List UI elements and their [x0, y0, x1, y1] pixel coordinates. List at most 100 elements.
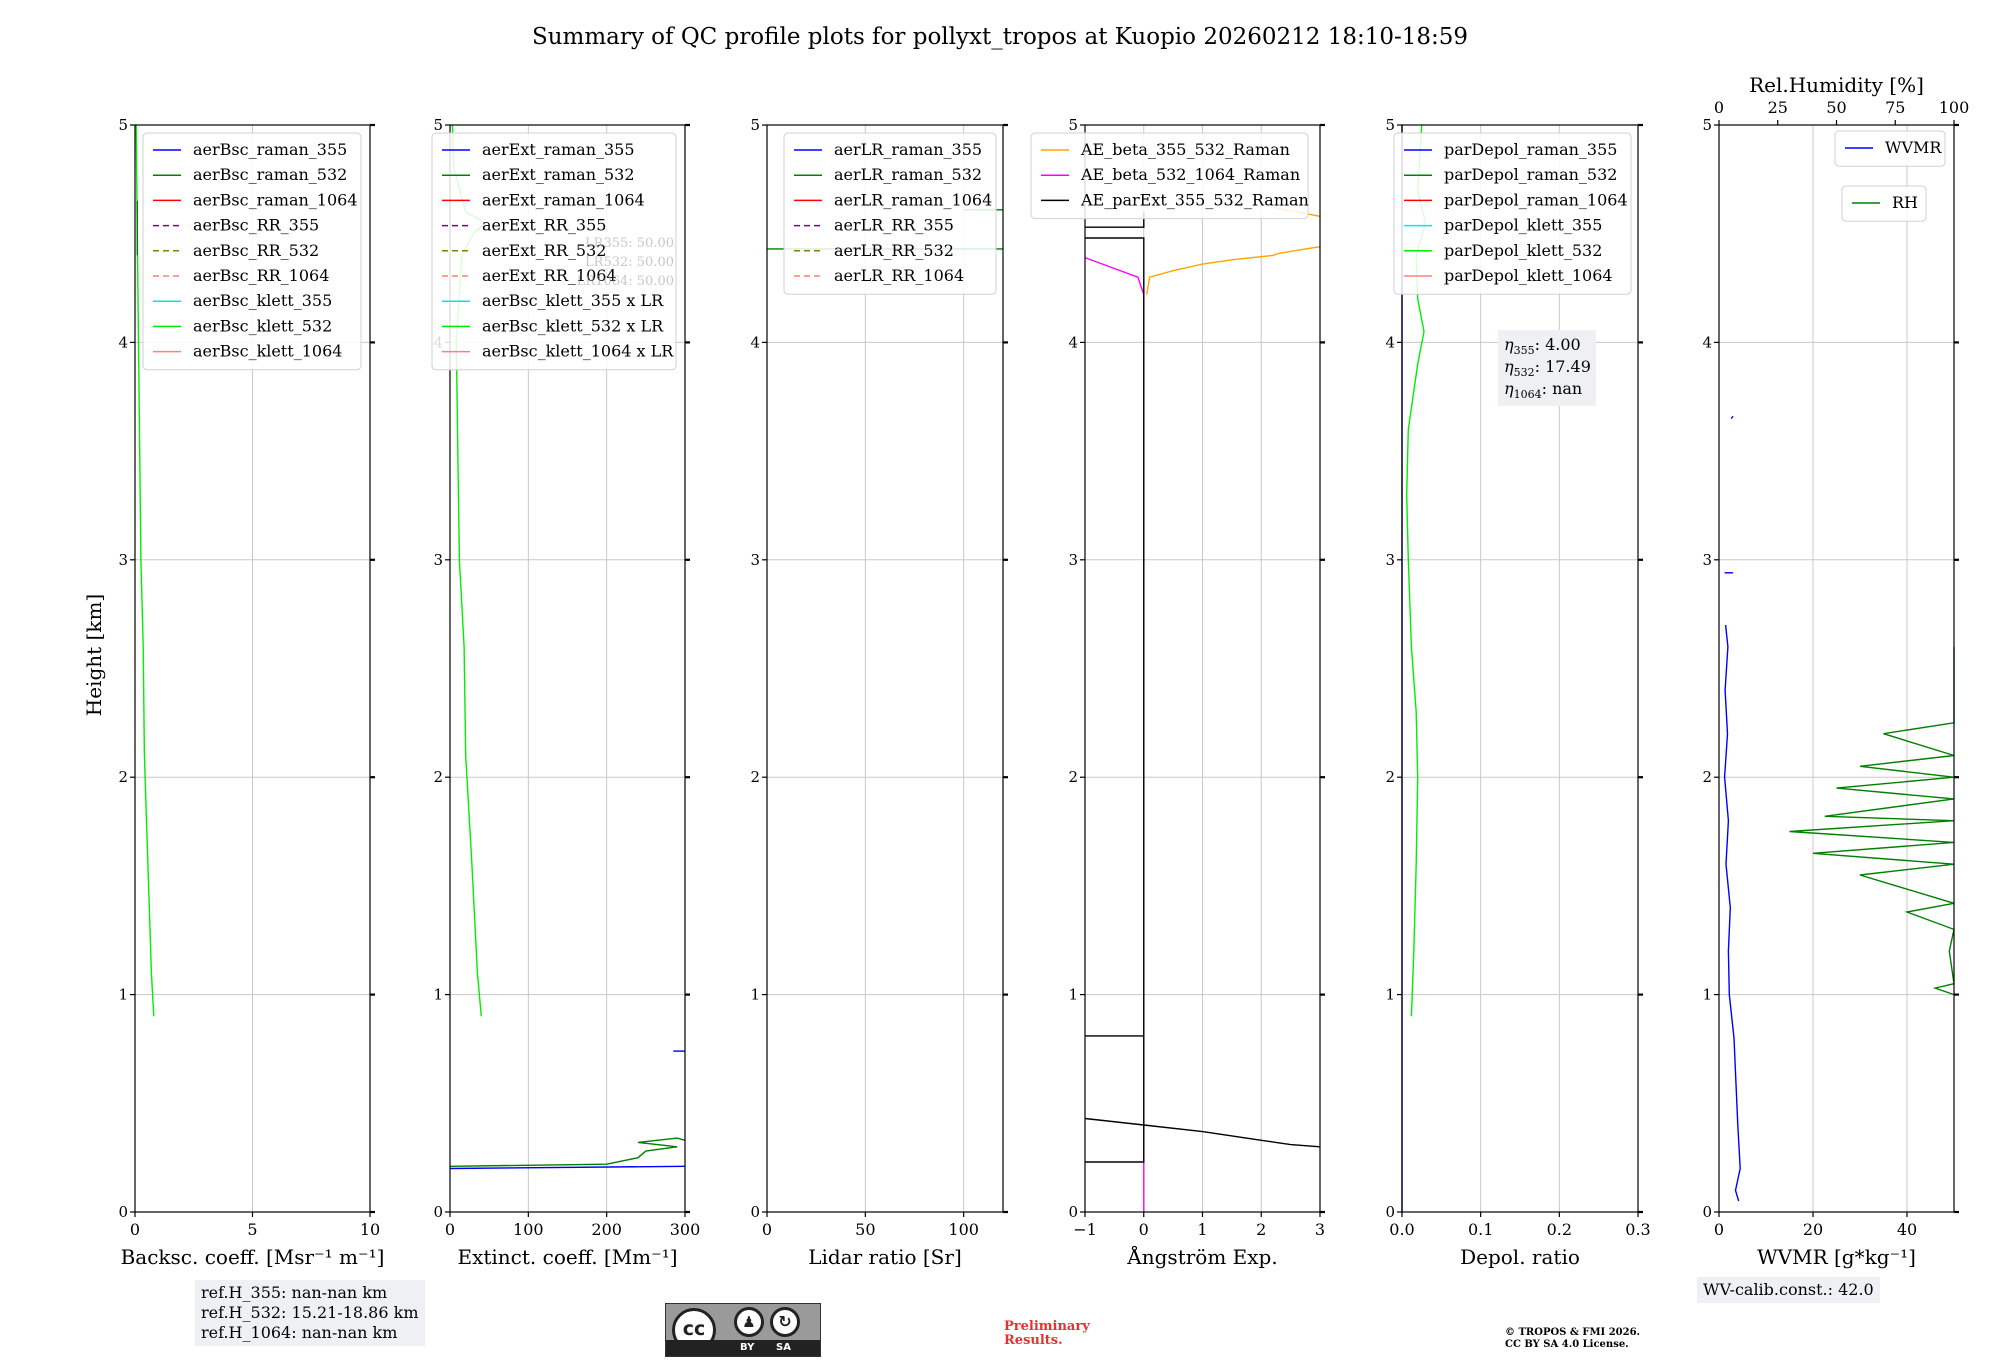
legend-ext-label: aerExt_raman_1064 — [482, 190, 645, 209]
x-tick-label: 0.3 — [1625, 1220, 1650, 1239]
legend-ext-label: aerBsc_klett_1064 x LR — [482, 342, 674, 361]
x-tick-label: 0.2 — [1547, 1220, 1572, 1239]
legend-bsc-frame — [142, 132, 362, 371]
y-tick-label: 1 — [1385, 986, 1395, 1004]
eta-line: η1064: nan — [1504, 379, 1582, 401]
legend-lr-label: aerLR_raman_532 — [834, 165, 982, 184]
copyright-line-1: © TROPOS & FMI 2026. — [1505, 1327, 1641, 1338]
y-tick-label: 1 — [433, 986, 443, 1004]
legend-bsc-label: aerBsc_raman_532 — [193, 165, 347, 184]
y-tick-label: 0 — [750, 1203, 760, 1221]
legend-ext-frame — [431, 132, 677, 371]
y-tick-label: 1 — [1702, 986, 1712, 1004]
license-by-label: BY — [740, 1342, 755, 1353]
legend-depol: parDepol_raman_355 parDepol_raman_532 parD… — [1393, 132, 1632, 295]
x-axis-label: Ångström Exp. — [1126, 1244, 1277, 1269]
y-tick-label: 5 — [750, 116, 760, 134]
x-tick-label: 0 — [1139, 1220, 1149, 1239]
y-axis-label: Height [km] — [82, 594, 106, 716]
x-tick-label: 100 — [948, 1220, 979, 1239]
y-tick-label: 3 — [433, 551, 443, 569]
figure-title: Summary of QC profile plots for pollyxt_… — [532, 24, 1468, 50]
x-tick-label: 0 — [130, 1220, 140, 1239]
legend-depol-label: parDepol_klett_1064 — [1444, 266, 1613, 285]
copyright-line-2: CC BY SA 4.0 License. — [1505, 1339, 1629, 1350]
series-aerBsc_klett_532 — [135, 124, 155, 1017]
eta-box — [1498, 330, 1596, 406]
y-tick-label: 3 — [1385, 551, 1395, 569]
lidar-ratio-annotation: LR355: 50.00 — [585, 236, 674, 251]
y-tick-label: 0 — [1385, 1203, 1395, 1221]
legend-ext-label: aerExt_raman_355 — [482, 140, 635, 159]
wv-calibration-box: WV-calib.const.: 42.0 — [1697, 1277, 1880, 1303]
x-tick-label: 0 — [762, 1220, 772, 1239]
x-axis-label: Extinct. coeff. [Mm⁻¹] — [457, 1245, 677, 1269]
y-tick-label: 3 — [1068, 551, 1078, 569]
y-tick-label: 1 — [118, 986, 128, 1004]
legend-depol-label: parDepol_raman_532 — [1444, 165, 1617, 184]
y-tick-label: 5 — [1068, 116, 1078, 134]
attribution-person-icon: ♟ — [734, 1307, 764, 1337]
legend-ext-label: aerExt_raman_532 — [482, 165, 635, 184]
y-tick-label: 2 — [118, 768, 128, 786]
legend-bsc-label: aerBsc_RR_532 — [193, 241, 319, 260]
wv-calibration-text: WV-calib.const.: 42.0 — [1703, 1280, 1874, 1299]
series-aerExt_raman_532 — [449, 1137, 686, 1167]
x-tick-label: 10 — [360, 1220, 380, 1239]
legend-bsc-label: aerBsc_raman_1064 — [193, 190, 358, 209]
axes-frame — [1718, 124, 1955, 1213]
x-tick-label: 0.1 — [1468, 1220, 1493, 1239]
legend-ext-label: aerBsc_klett_355 x LR — [482, 291, 664, 310]
y-tick-label: 3 — [750, 551, 760, 569]
eta-line: η532: 17.49 — [1504, 357, 1591, 379]
legend2-wv-label: RH — [1892, 193, 1918, 212]
y-tick-label: 5 — [1385, 116, 1395, 134]
legend-bsc-label: aerBsc_raman_355 — [193, 140, 347, 159]
series-AE_beta_532_1064_Raman — [1084, 256, 1145, 1212]
legend-wv-label: WVMR — [1885, 138, 1942, 157]
y-tick-label: 2 — [750, 768, 760, 786]
y-tick-label: 3 — [1702, 551, 1712, 569]
y-tick-label: 4 — [1068, 333, 1078, 351]
y-tick-label: 4 — [118, 333, 128, 351]
legend-ae-label: AE_beta_532_1064_Raman — [1080, 165, 1300, 184]
share-alike-icon: ↻ — [770, 1307, 800, 1337]
series-WVMR_c — [1730, 415, 1734, 419]
legend-lr: aerLR_raman_355 aerLR_raman_532 aerLR_rama… — [783, 132, 997, 295]
x-tick-label: 2 — [1256, 1220, 1266, 1239]
lidar-ratio-annotation: LR1064: 50.00 — [577, 274, 674, 289]
series-AE_parExt_355_532_Raman_c — [1085, 237, 1145, 1036]
legend-lr-label: aerLR_RR_532 — [834, 241, 954, 260]
x-tick-label: 50 — [855, 1220, 875, 1239]
preliminary-line-1: Preliminary — [1004, 1319, 1090, 1334]
x-tick-label: 1 — [1197, 1220, 1207, 1239]
x-tick-label: 200 — [591, 1220, 622, 1239]
ref-height-532: ref.H_532: 15.21-18.86 km — [201, 1303, 419, 1322]
series-WVMR — [1723, 624, 1741, 1202]
preliminary-results-note: Preliminary Results. — [1004, 1320, 1090, 1348]
axes-frame — [766, 124, 1004, 1213]
legend-ext-label: aerExt_RR_532 — [482, 241, 606, 260]
y-tick-label: 0 — [1068, 1203, 1078, 1221]
legend2-wv: RH — [1841, 185, 1927, 222]
top-x-tick-label: 75 — [1885, 98, 1905, 117]
eta-line: η355: 4.00 — [1504, 335, 1581, 357]
y-tick-label: 0 — [433, 1203, 443, 1221]
legend-ext: aerExt_raman_355 aerExt_raman_532 aerExt_r… — [431, 132, 677, 371]
panel-bsc: 0 1 2 3 4 5 0 5 10 Backsc. coeff. [Msr⁻¹ m⁻¹] aerB… — [118, 116, 384, 1269]
legend-bsc-label: aerBsc_RR_355 — [193, 216, 319, 235]
y-tick-label: 5 — [1702, 116, 1712, 134]
legend-wv-frame — [1834, 130, 1946, 167]
series-AE_parExt_355_532_Raman — [1084, 1117, 1321, 1148]
y-tick-label: 2 — [1068, 768, 1078, 786]
x-tick-label: 0 — [445, 1220, 455, 1239]
license-label-bar: BY SA — [666, 1340, 820, 1356]
y-tick-label: 0 — [1702, 1203, 1712, 1221]
x-tick-label: 100 — [513, 1220, 544, 1239]
legend-lr-label: aerLR_raman_355 — [834, 140, 982, 159]
legend-bsc-label: aerBsc_RR_1064 — [193, 266, 329, 285]
